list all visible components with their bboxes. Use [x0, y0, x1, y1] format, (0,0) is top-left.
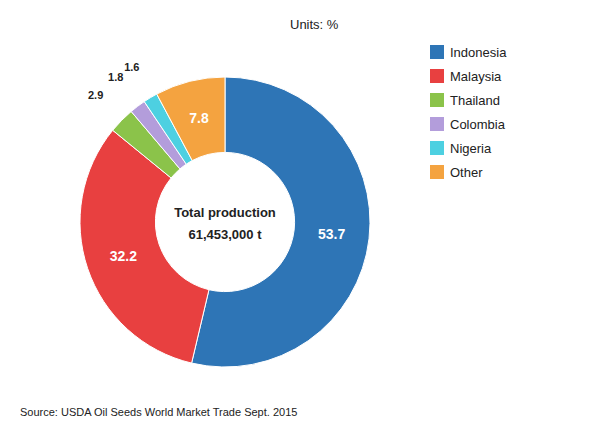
- slice: [157, 77, 225, 161]
- legend-item: Colombia: [430, 117, 506, 132]
- chart: 53.7 32.2 2.9 1.81.6 7.8 Total production 61,4…: [0, 0, 600, 430]
- annotation: Source: USDA Oil Seeds World Market Trad…: [20, 406, 297, 418]
- data-label: 2.9: [88, 89, 103, 101]
- legend-label: Malaysia: [450, 69, 502, 84]
- annotation: 61,453,000 t: [188, 227, 262, 242]
- annotation: Total production: [174, 205, 276, 220]
- annotation: Units: %: [290, 17, 339, 32]
- legend-swatch: [430, 141, 444, 155]
- legend-swatch: [430, 117, 444, 131]
- legend-label: Nigeria: [450, 141, 492, 156]
- legend-item: Malaysia: [430, 69, 502, 84]
- legend-label: Thailand: [450, 93, 500, 108]
- data-label: 32.2: [110, 248, 137, 264]
- data-label: 1.8: [108, 71, 123, 83]
- legend-item: Indonesia: [430, 45, 507, 60]
- legend-item: Nigeria: [430, 141, 492, 156]
- legend-swatch: [430, 69, 444, 83]
- legend-label: Other: [450, 165, 483, 180]
- legend-label: Colombia: [450, 117, 506, 132]
- donut: [80, 77, 370, 367]
- data-label: 53.7: [318, 226, 345, 242]
- legend-item: Other: [430, 165, 483, 180]
- legend: Indonesia Malaysia Thailand Colombia Nigeria…: [430, 45, 507, 180]
- slice: [80, 130, 209, 363]
- data-label: 1.6: [124, 61, 139, 73]
- legend-label: Indonesia: [450, 45, 507, 60]
- data-labels: 53.7 32.2 2.9 1.81.6 7.8: [88, 61, 345, 265]
- data-label: 7.8: [189, 110, 209, 126]
- legend-swatch: [430, 165, 444, 179]
- legend-item: Thailand: [430, 93, 500, 108]
- legend-swatch: [430, 45, 444, 59]
- legend-swatch: [430, 93, 444, 107]
